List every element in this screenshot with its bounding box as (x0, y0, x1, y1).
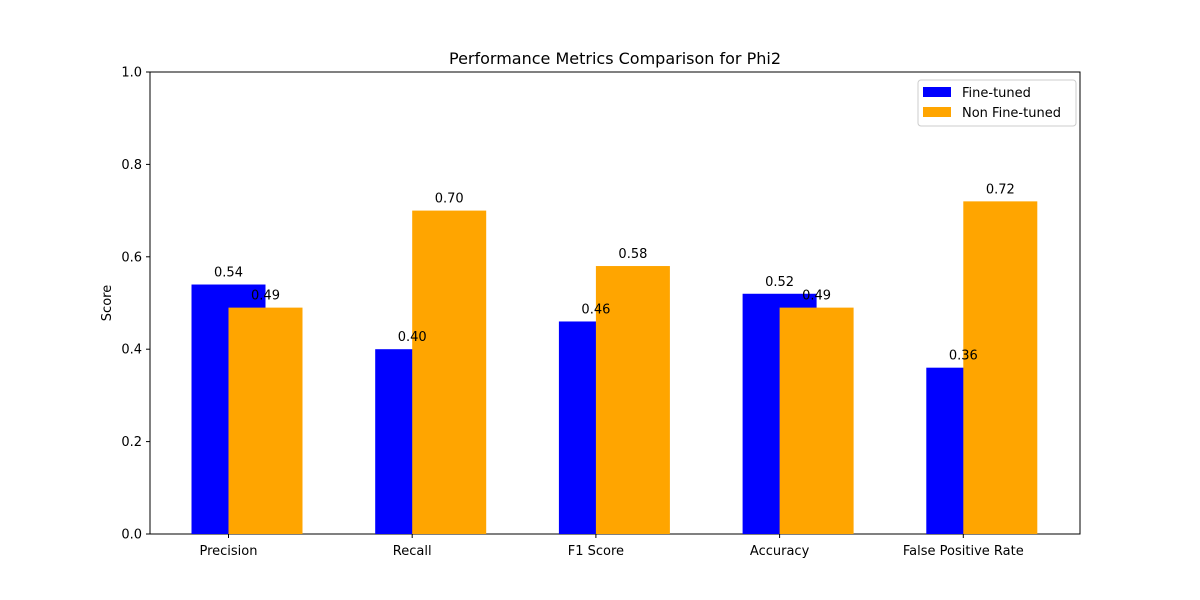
x-tick-label: F1 Score (568, 544, 624, 559)
chart-title: Performance Metrics Comparison for Phi2 (449, 49, 781, 68)
bar-non-fine-tuned (963, 201, 1038, 535)
data-label-fine-tuned: 0.36 (949, 349, 978, 364)
legend-swatch (923, 87, 951, 97)
y-axis-label: Score (100, 285, 115, 321)
data-label-non-fine-tuned: 0.49 (802, 289, 831, 304)
data-label-non-fine-tuned: 0.72 (986, 182, 1015, 197)
data-label-non-fine-tuned: 0.58 (618, 247, 647, 262)
data-label-fine-tuned: 0.54 (214, 266, 243, 281)
bar-non-fine-tuned (779, 307, 854, 534)
x-tick-label: Precision (199, 544, 257, 559)
legend: Fine-tuned Non Fine-tuned (917, 79, 1077, 127)
y-tick-label: 0.6 (121, 250, 142, 265)
y-tick-label: 0.2 (121, 435, 142, 450)
data-label-fine-tuned: 0.52 (765, 275, 794, 290)
legend-swatch (923, 107, 951, 117)
y-tick-label: 0.4 (121, 343, 142, 358)
data-label-fine-tuned: 0.40 (398, 330, 427, 345)
bar-non-fine-tuned (412, 210, 487, 534)
legend-label: Non Fine-tuned (962, 106, 1061, 121)
x-tick-label: False Positive Rate (903, 544, 1024, 559)
x-tick-label: Accuracy (750, 544, 810, 559)
bar-non-fine-tuned (228, 307, 303, 534)
data-label-non-fine-tuned: 0.70 (435, 192, 464, 207)
legend-label: Fine-tuned (962, 86, 1031, 101)
y-tick-label: 0.8 (121, 158, 142, 173)
data-label-fine-tuned: 0.46 (581, 302, 610, 317)
bar-non-fine-tuned (595, 266, 670, 534)
data-label-non-fine-tuned: 0.49 (251, 289, 280, 304)
x-tick-label: Recall (393, 544, 432, 559)
legend-box (917, 79, 1077, 127)
y-tick-label: 1.0 (121, 66, 142, 81)
plot-area: 0.0 0.2 0.4 0.6 0.8 1.0 0.54 0.49 Precision 0.40 0… (121, 66, 1081, 559)
y-tick-label: 0.0 (121, 528, 142, 543)
